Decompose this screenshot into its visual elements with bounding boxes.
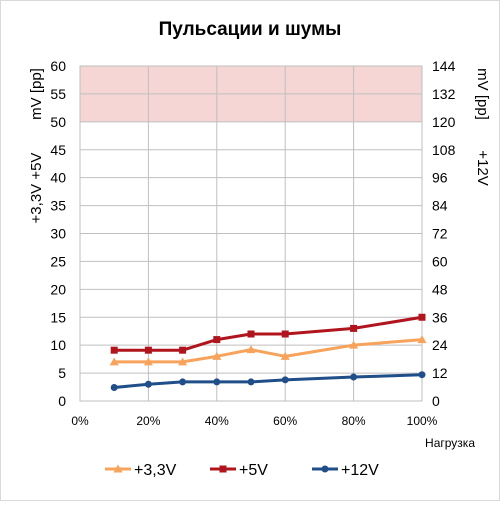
legend-5v-label: +5V bbox=[239, 462, 268, 479]
series-12v-point bbox=[179, 378, 187, 386]
series-5v-line bbox=[114, 315, 423, 352]
series-12v bbox=[110, 371, 426, 392]
left-axis-label: +3,3V +5V bbox=[28, 153, 45, 224]
left-tick-label: 25 bbox=[50, 253, 66, 269]
series-5v-point bbox=[144, 346, 152, 354]
x-tick-label: 60% bbox=[273, 414, 297, 428]
series-12v-point bbox=[350, 373, 358, 381]
left-tick-label: 60 bbox=[50, 58, 66, 74]
right-axis-unit: mV [pp] bbox=[474, 68, 491, 120]
series-12v-line bbox=[114, 373, 423, 390]
right-tick-label: 96 bbox=[432, 170, 448, 186]
series-layer bbox=[109, 313, 427, 392]
left-tick-label: 50 bbox=[50, 114, 66, 130]
left-tick-label: 55 bbox=[50, 86, 66, 102]
series-5v-point bbox=[418, 313, 426, 321]
series-12v-point bbox=[418, 371, 426, 379]
series-5v-point bbox=[213, 336, 221, 344]
left-tick-label: 20 bbox=[50, 281, 66, 297]
x-tick-label: 0% bbox=[71, 414, 89, 428]
series-33v-point bbox=[349, 340, 359, 349]
right-tick-label: 120 bbox=[432, 114, 456, 130]
x-tick-label: 40% bbox=[205, 414, 229, 428]
series-33v-line bbox=[114, 338, 423, 364]
x-axis-label: Нагрузка bbox=[425, 436, 475, 450]
series-33v-point bbox=[417, 335, 427, 344]
right-axis-ticks: 0 12 24 36 48 60 72 84 96 108 120 132 144 bbox=[432, 58, 456, 409]
legend-33v: +3,3V bbox=[105, 462, 177, 479]
series-12v-point bbox=[110, 384, 118, 392]
series-33v-point bbox=[212, 351, 222, 360]
legend-5v-marker bbox=[219, 465, 227, 473]
left-tick-label: 35 bbox=[50, 198, 66, 214]
right-tick-label: 144 bbox=[432, 58, 456, 74]
x-tick-label: 100% bbox=[407, 414, 438, 428]
right-axis-label: +12V bbox=[474, 150, 491, 185]
right-tick-label: 108 bbox=[432, 142, 456, 158]
right-tick-label: 48 bbox=[432, 281, 448, 297]
right-tick-label: 132 bbox=[432, 86, 456, 102]
left-tick-label: 45 bbox=[50, 142, 66, 158]
series-33v-point bbox=[246, 345, 256, 354]
series-5v-point bbox=[247, 330, 255, 338]
plot-area-border bbox=[79, 65, 423, 402]
left-tick-label: 30 bbox=[50, 226, 66, 242]
legend-12v-marker bbox=[321, 465, 329, 473]
series-33v-point bbox=[280, 351, 290, 360]
left-tick-label: 15 bbox=[50, 309, 66, 325]
x-tick-label: 80% bbox=[342, 414, 366, 428]
right-tick-label: 12 bbox=[432, 365, 448, 381]
series-5v-point bbox=[350, 324, 358, 332]
series-5v-point bbox=[281, 330, 289, 338]
right-tick-label: 84 bbox=[432, 198, 448, 214]
x-axis-ticks: 0% 20% 40% 60% 80% 100% bbox=[71, 414, 437, 428]
legend-33v-label: +3,3V bbox=[134, 462, 177, 479]
series-33v-point bbox=[178, 357, 188, 366]
legend-12v: +12V bbox=[312, 462, 379, 479]
legend-5v: +5V bbox=[210, 462, 268, 479]
series-12v-point bbox=[247, 378, 255, 386]
series-5v bbox=[110, 313, 426, 354]
series-12v-point bbox=[213, 378, 221, 386]
right-tick-label: 24 bbox=[432, 337, 448, 353]
left-tick-label: 0 bbox=[58, 393, 66, 409]
x-tick-label: 20% bbox=[136, 414, 160, 428]
right-tick-label: 0 bbox=[432, 393, 440, 409]
series-33v bbox=[109, 335, 427, 366]
right-tick-label: 72 bbox=[432, 226, 448, 242]
right-tick-label: 60 bbox=[432, 253, 448, 269]
chart-title: Пульсации и шумы bbox=[159, 19, 342, 40]
series-5v-point bbox=[179, 346, 187, 354]
right-tick-label: 36 bbox=[432, 309, 448, 325]
series-12v-point bbox=[281, 376, 289, 384]
left-tick-label: 5 bbox=[58, 365, 66, 381]
series-33v-point bbox=[143, 357, 153, 366]
legend: +3,3V +5V +12V bbox=[105, 462, 379, 479]
left-axis-unit: mV [pp] bbox=[28, 68, 45, 120]
left-tick-label: 40 bbox=[50, 170, 66, 186]
series-5v-point bbox=[110, 346, 118, 354]
left-axis-ticks: 0 5 10 15 20 25 30 35 40 45 50 55 60 bbox=[50, 58, 66, 409]
series-33v-point bbox=[109, 357, 119, 366]
legend-12v-label: +12V bbox=[341, 462, 379, 479]
left-tick-label: 10 bbox=[50, 337, 66, 353]
legend-33v-marker bbox=[113, 464, 123, 473]
series-12v-point bbox=[144, 380, 152, 388]
